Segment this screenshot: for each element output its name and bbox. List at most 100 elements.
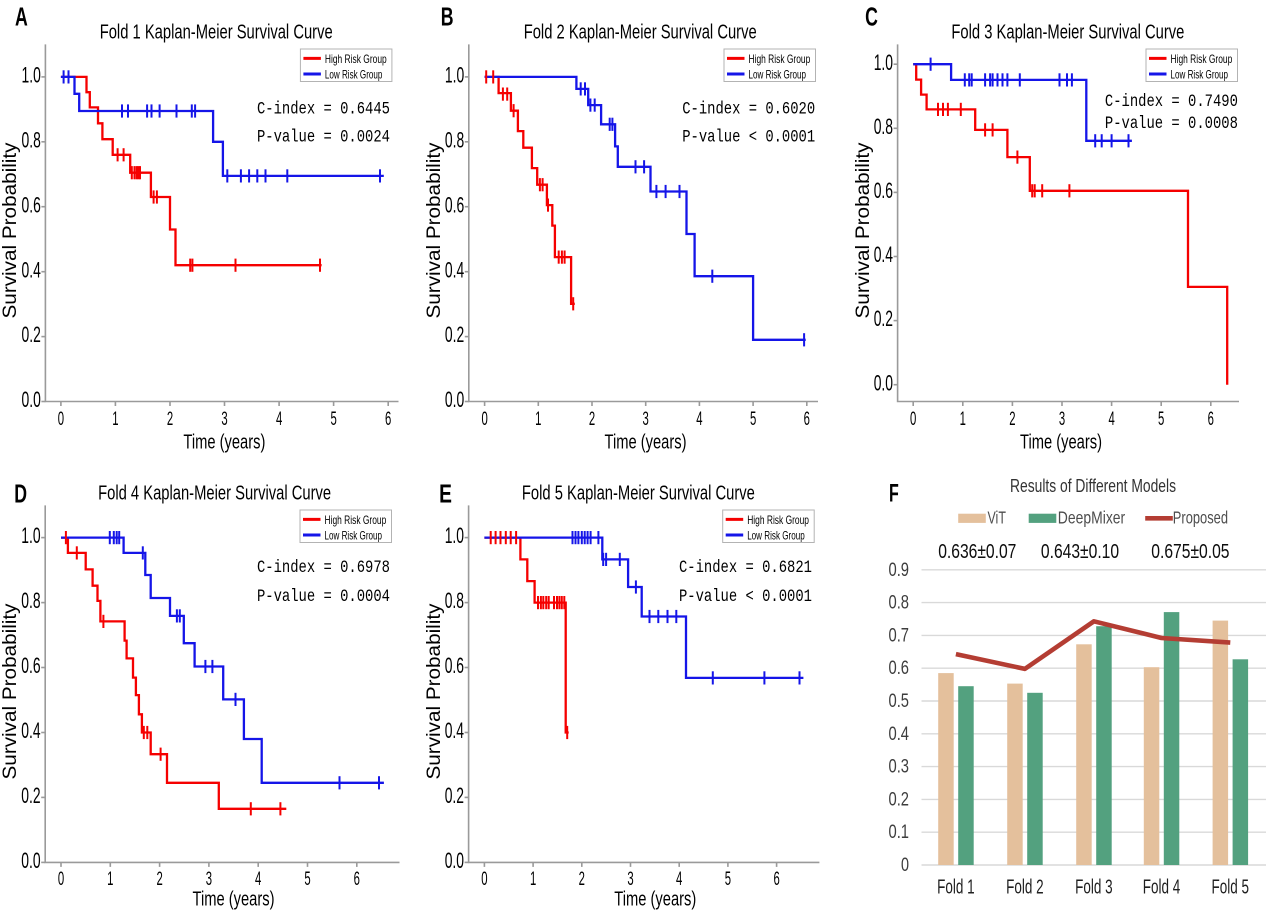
svg-text:High Risk Group: High Risk Group xyxy=(1171,52,1233,66)
svg-text:E: E xyxy=(439,480,452,508)
svg-text:0.2: 0.2 xyxy=(21,783,40,808)
svg-text:0.675±0.05: 0.675±0.05 xyxy=(1151,540,1229,563)
svg-text:0: 0 xyxy=(901,855,909,876)
svg-text:1: 1 xyxy=(535,408,541,430)
svg-text:Fold 4: Fold 4 xyxy=(1143,876,1181,899)
svg-text:0.4: 0.4 xyxy=(874,242,893,267)
svg-text:P-value = 0.0024: P-value = 0.0024 xyxy=(257,129,390,148)
svg-text:Fold 5: Fold 5 xyxy=(1212,876,1250,899)
svg-text:Low Risk Group: Low Risk Group xyxy=(749,67,807,81)
svg-text:Fold 5 Kaplan-Meier Survival C: Fold 5 Kaplan-Meier Survival Curve xyxy=(522,481,755,504)
svg-text:0.4: 0.4 xyxy=(22,257,41,282)
svg-text:Fold 4 Kaplan-Meier Survival C: Fold 4 Kaplan-Meier Survival Curve xyxy=(98,481,331,504)
svg-text:Survival Probability: Survival Probability xyxy=(853,142,874,319)
svg-text:P-value < 0.0001: P-value < 0.0001 xyxy=(682,129,815,148)
svg-text:4: 4 xyxy=(255,868,261,890)
svg-text:Fold 1: Fold 1 xyxy=(937,876,975,899)
svg-text:A: A xyxy=(15,3,28,31)
svg-text:0.8: 0.8 xyxy=(874,114,893,139)
svg-text:3: 3 xyxy=(643,408,649,430)
svg-text:High Risk Group: High Risk Group xyxy=(747,513,809,527)
svg-text:0.2: 0.2 xyxy=(874,306,893,331)
svg-text:3: 3 xyxy=(627,868,633,890)
svg-text:0.4: 0.4 xyxy=(889,724,910,745)
svg-text:0.4: 0.4 xyxy=(445,718,464,743)
svg-text:Time (years): Time (years) xyxy=(193,889,275,911)
svg-text:P-value = 0.0004: P-value = 0.0004 xyxy=(257,588,390,607)
svg-text:Low Risk Group: Low Risk Group xyxy=(325,67,383,81)
svg-text:DeepMixer: DeepMixer xyxy=(1058,508,1126,528)
svg-text:C-index = 0.7490: C-index = 0.7490 xyxy=(1105,93,1238,112)
svg-text:Fold 3: Fold 3 xyxy=(1075,876,1113,899)
svg-text:0.6: 0.6 xyxy=(22,192,41,217)
svg-text:0.4: 0.4 xyxy=(445,257,464,282)
svg-text:5: 5 xyxy=(304,868,310,890)
svg-text:0.2: 0.2 xyxy=(889,789,910,810)
svg-text:ViT: ViT xyxy=(988,508,1007,528)
svg-text:2: 2 xyxy=(1009,408,1015,430)
svg-text:0.8: 0.8 xyxy=(445,588,464,613)
svg-text:0.643±0.10: 0.643±0.10 xyxy=(1041,540,1119,563)
svg-text:2: 2 xyxy=(579,868,585,890)
svg-text:Low Risk Group: Low Risk Group xyxy=(1171,67,1229,81)
svg-text:2: 2 xyxy=(167,408,173,430)
svg-text:Proposed: Proposed xyxy=(1173,508,1228,528)
svg-text:0.8: 0.8 xyxy=(889,593,910,614)
svg-text:6: 6 xyxy=(385,408,391,430)
svg-text:0.0: 0.0 xyxy=(21,848,40,873)
svg-text:0.6: 0.6 xyxy=(445,653,464,678)
svg-text:1.0: 1.0 xyxy=(445,63,464,88)
svg-text:D: D xyxy=(14,480,27,508)
svg-text:Survival Probability: Survival Probability xyxy=(424,603,445,780)
svg-text:0.8: 0.8 xyxy=(445,127,464,152)
svg-text:High Risk Group: High Risk Group xyxy=(325,52,387,66)
svg-text:Fold 1 Kaplan-Meier Survival C: Fold 1 Kaplan-Meier Survival Curve xyxy=(100,21,333,44)
svg-text:6: 6 xyxy=(773,868,779,890)
svg-text:1: 1 xyxy=(112,408,118,430)
svg-text:6: 6 xyxy=(804,408,810,430)
svg-text:Time (years): Time (years) xyxy=(1020,431,1102,453)
svg-text:0: 0 xyxy=(58,408,64,430)
svg-text:0.7: 0.7 xyxy=(889,625,910,646)
svg-text:3: 3 xyxy=(1059,408,1065,430)
svg-text:0.2: 0.2 xyxy=(445,322,464,347)
svg-text:4: 4 xyxy=(676,868,682,890)
svg-text:5: 5 xyxy=(330,408,336,430)
svg-text:1.0: 1.0 xyxy=(22,63,41,88)
svg-text:Survival Probability: Survival Probability xyxy=(0,603,21,780)
svg-text:P-value = 0.0008: P-value = 0.0008 xyxy=(1105,115,1238,134)
svg-text:0.5: 0.5 xyxy=(889,691,910,712)
svg-text:Results of Different Models: Results of Different Models xyxy=(1010,475,1176,496)
svg-text:0.6: 0.6 xyxy=(889,658,910,679)
svg-text:0.9: 0.9 xyxy=(889,560,910,581)
svg-text:Time (years): Time (years) xyxy=(605,431,687,453)
svg-text:Survival Probability: Survival Probability xyxy=(424,142,445,319)
svg-text:5: 5 xyxy=(1158,408,1164,430)
svg-text:Low Risk Group: Low Risk Group xyxy=(747,528,805,542)
svg-text:0: 0 xyxy=(481,408,487,430)
svg-text:6: 6 xyxy=(354,868,360,890)
svg-text:B: B xyxy=(441,3,454,31)
svg-text:0: 0 xyxy=(481,868,487,890)
svg-text:4: 4 xyxy=(1108,408,1114,430)
svg-text:P-value < 0.0001: P-value < 0.0001 xyxy=(679,588,812,607)
svg-text:Time (years): Time (years) xyxy=(183,431,265,453)
svg-text:0.8: 0.8 xyxy=(21,588,40,613)
svg-text:0.0: 0.0 xyxy=(445,387,464,412)
svg-text:1.0: 1.0 xyxy=(21,523,40,548)
svg-text:C-index = 0.6821: C-index = 0.6821 xyxy=(679,559,812,578)
svg-text:0.6: 0.6 xyxy=(874,178,893,203)
svg-text:C-index = 0.6020: C-index = 0.6020 xyxy=(682,100,815,119)
svg-text:High Risk Group: High Risk Group xyxy=(325,513,387,527)
svg-text:1: 1 xyxy=(107,868,113,890)
svg-text:0.1: 0.1 xyxy=(889,822,910,843)
svg-text:1: 1 xyxy=(960,408,966,430)
svg-text:4: 4 xyxy=(276,408,282,430)
svg-text:0.6: 0.6 xyxy=(445,192,464,217)
svg-text:0.2: 0.2 xyxy=(445,783,464,808)
svg-text:1.0: 1.0 xyxy=(445,523,464,548)
svg-text:C: C xyxy=(865,3,878,31)
svg-text:0: 0 xyxy=(58,868,64,890)
svg-text:Low Risk Group: Low Risk Group xyxy=(325,528,383,542)
svg-text:0: 0 xyxy=(910,408,916,430)
